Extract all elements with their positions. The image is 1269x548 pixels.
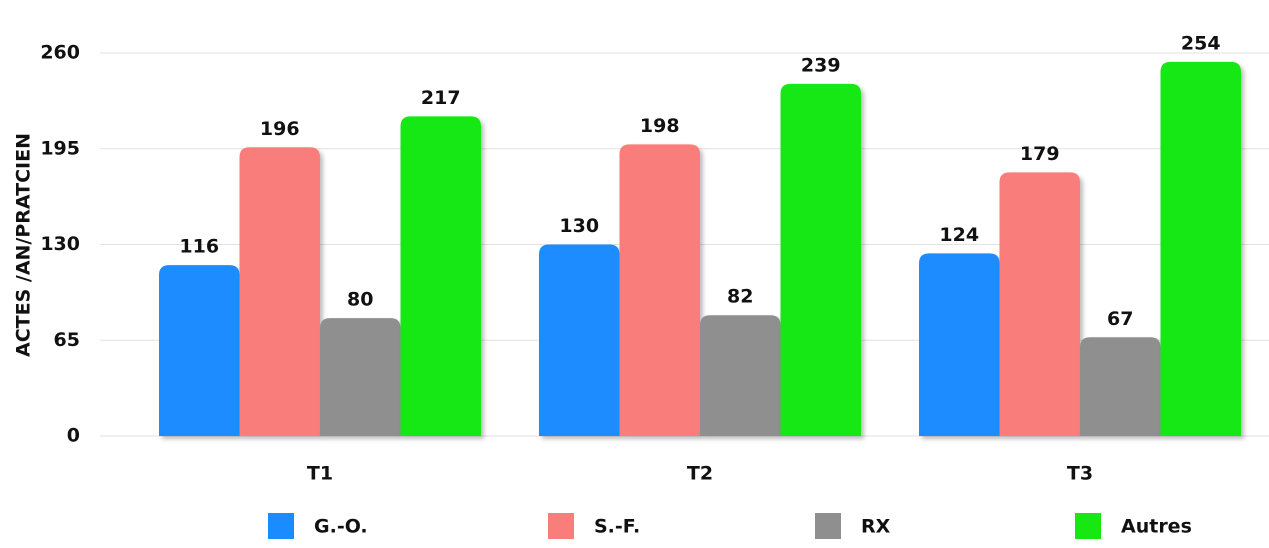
bar xyxy=(159,265,240,436)
data-label: 198 xyxy=(640,115,680,137)
bar xyxy=(780,83,861,436)
bar xyxy=(239,147,320,436)
data-label: 67 xyxy=(1107,308,1133,330)
data-label: 196 xyxy=(260,118,300,140)
legend-swatch xyxy=(815,513,841,539)
x-tick-label: T2 xyxy=(687,463,713,485)
y-tick-label: 65 xyxy=(54,329,80,351)
x-tick-label: T1 xyxy=(307,463,333,485)
y-tick-label: 260 xyxy=(40,42,80,64)
data-label: 217 xyxy=(421,87,461,109)
y-tick-label: 195 xyxy=(40,137,80,159)
legend-label: G.-O. xyxy=(314,516,368,538)
data-label: 254 xyxy=(1181,32,1221,54)
data-label: 130 xyxy=(559,215,599,237)
data-label: 179 xyxy=(1020,143,1060,165)
legend-label: Autres xyxy=(1121,516,1192,538)
y-tick-label: 130 xyxy=(40,233,80,255)
bar xyxy=(1160,61,1241,436)
bar xyxy=(700,315,781,436)
data-label: 116 xyxy=(179,236,219,258)
data-label: 82 xyxy=(727,286,753,308)
bar xyxy=(1080,337,1161,436)
bar xyxy=(400,116,481,436)
bar xyxy=(619,144,700,437)
data-label: 80 xyxy=(347,289,373,311)
y-axis-label: ACTES /AN/PRATCIEN xyxy=(13,133,35,357)
data-label: 239 xyxy=(801,54,841,76)
bar xyxy=(919,253,1000,436)
bar xyxy=(539,244,620,436)
legend-label: S.-F. xyxy=(594,516,640,538)
legend-label: RX xyxy=(861,516,891,538)
x-tick-label: T3 xyxy=(1067,463,1093,485)
legend-swatch xyxy=(548,513,574,539)
legend-swatch xyxy=(268,513,294,539)
legend-swatch xyxy=(1075,513,1101,539)
data-label: 124 xyxy=(939,224,979,246)
bar xyxy=(999,172,1080,437)
y-tick-label: 0 xyxy=(67,425,80,447)
bar xyxy=(320,318,401,436)
